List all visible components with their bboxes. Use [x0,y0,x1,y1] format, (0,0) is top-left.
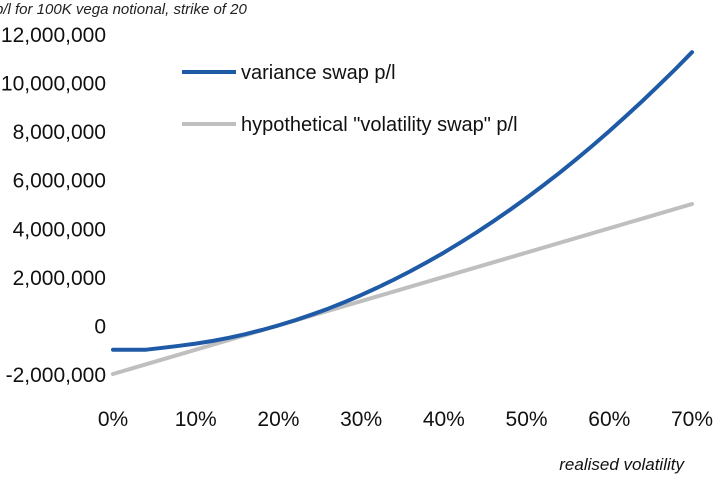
legend-label: hypothetical "volatility swap" p/l [241,114,518,136]
y-tick-label: 8,000,000 [13,121,106,144]
x-tick-label: 30% [340,408,382,431]
x-tick-label: 0% [98,408,128,431]
x-axis-tick-labels: 0% 10% 20% 30% 40% 50% 60% 70% [98,408,713,431]
x-tick-label: 50% [506,408,548,431]
y-tick-label: -2,000,000 [6,364,106,387]
legend-label: variance swap p/l [241,62,396,84]
x-tick-label: 10% [175,408,217,431]
x-tick-label: 60% [588,408,630,431]
y-tick-label: 6,000,000 [13,170,106,193]
y-axis-tick-labels: 12,000,000 10,000,000 8,000,000 6,000,000 4,… [1,24,106,387]
legend: variance swap p/l hypothetical "volatilit… [182,62,518,136]
y-tick-label: 4,000,000 [13,218,106,241]
plot-lines [111,50,694,376]
x-tick-label: 40% [423,408,465,431]
y-tick-label: 10,000,000 [1,73,106,96]
series-line-volatility-swap [111,202,694,376]
series-line-variance-swap [111,50,694,352]
x-axis-title: realised volatility [559,455,685,474]
y-tick-label: 12,000,000 [1,24,106,47]
x-tick-label: 70% [671,408,713,431]
y-tick-label: 2,000,000 [13,267,106,290]
x-tick-label: 20% [257,408,299,431]
chart-subtitle: p/l for 100K vega notional, strike of 20 [0,1,247,18]
y-tick-label: 0 [94,315,106,338]
